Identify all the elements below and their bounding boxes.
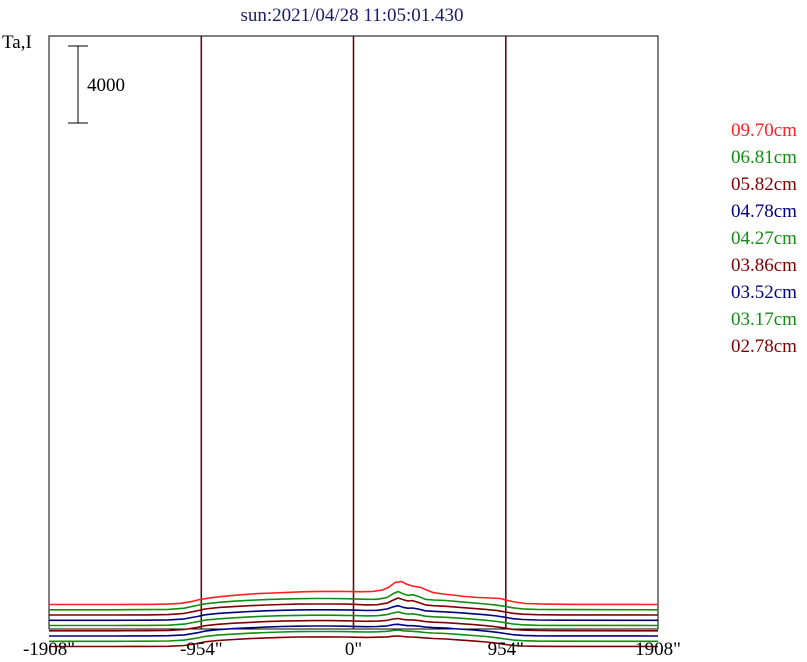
series-line-03.17cm [49,629,659,643]
y-axis-label: Ta,I [2,32,32,53]
legend-item-04.27cm: 04.27cm [731,228,797,249]
x-tick-label-1: -954" [180,639,223,660]
series-line-03.86cm [49,617,659,632]
x-tick-label-4: 1908" [635,639,681,660]
legend-item-04.78cm: 04.78cm [731,201,797,222]
series-line-02.78cm [49,635,659,648]
series-line-04.78cm [49,604,659,622]
legend-item-03.86cm: 03.86cm [731,255,797,276]
series-line-03.52cm [49,623,659,637]
reference-lines [200,36,507,629]
legend-item-09.70cm: 09.70cm [731,120,797,141]
legend-item-05.82cm: 05.82cm [731,174,797,195]
legend-item-02.78cm: 02.78cm [731,336,797,357]
x-tick-label-2: 0" [345,639,362,660]
legend-item-03.52cm: 03.52cm [731,282,797,303]
x-tick-label-0: -1908" [23,639,75,660]
x-tick-label-3: 954" [488,639,524,660]
chart-title: sun:2021/04/28 11:05:01.430 [240,5,463,26]
legend: 09.70cm 06.81cm 05.82cm 04.78cm 04.27cm 03.86… [731,120,797,357]
series-line-04.27cm [49,611,659,627]
series-group [49,580,659,648]
scale-bar-label: 4000 [87,75,125,96]
x-tick-labels: -1908" -954" 0" 954" 1908" [23,639,681,660]
series-line-09.70cm [49,580,659,606]
legend-item-06.81cm: 06.81cm [731,147,797,168]
series-line-05.82cm [49,597,659,616]
scale-bar: 4000 [68,45,125,124]
legend-item-03.17cm: 03.17cm [731,309,797,330]
series-line-06.81cm [49,590,659,611]
